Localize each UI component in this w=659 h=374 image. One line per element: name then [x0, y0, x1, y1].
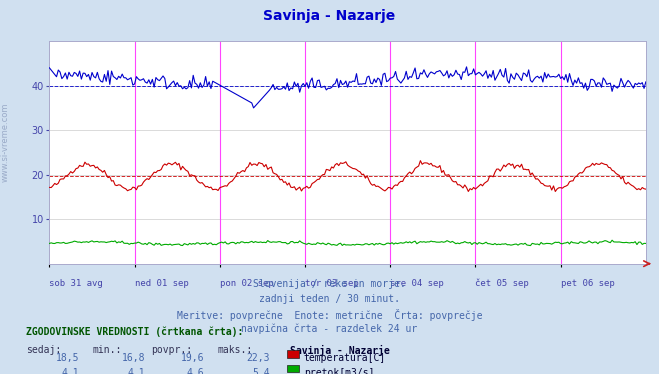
- Text: 4,6: 4,6: [186, 368, 204, 374]
- Text: 18,5: 18,5: [55, 353, 79, 364]
- Text: min.:: min.:: [92, 345, 122, 355]
- Text: 19,6: 19,6: [181, 353, 204, 364]
- Text: navpična črta - razdelek 24 ur: navpična črta - razdelek 24 ur: [241, 324, 418, 334]
- Text: 4,1: 4,1: [127, 368, 145, 374]
- Text: tor 03 sep: tor 03 sep: [305, 279, 358, 288]
- Text: 16,8: 16,8: [121, 353, 145, 364]
- Text: pretok[m3/s]: pretok[m3/s]: [304, 368, 374, 374]
- Text: povpr.:: povpr.:: [152, 345, 192, 355]
- Text: Savinja - Nazarje: Savinja - Nazarje: [264, 9, 395, 23]
- Text: Savinja - Nazarje: Savinja - Nazarje: [290, 345, 390, 356]
- Text: Meritve: povprečne  Enote: metrične  Črta: povprečje: Meritve: povprečne Enote: metrične Črta:…: [177, 309, 482, 321]
- Text: sre 04 sep: sre 04 sep: [390, 279, 444, 288]
- Text: 5,4: 5,4: [252, 368, 270, 374]
- Text: pon 02 sep: pon 02 sep: [220, 279, 273, 288]
- Text: čet 05 sep: čet 05 sep: [475, 279, 529, 288]
- Text: zadnji teden / 30 minut.: zadnji teden / 30 minut.: [259, 294, 400, 304]
- Text: sob 31 avg: sob 31 avg: [49, 279, 103, 288]
- Text: pet 06 sep: pet 06 sep: [561, 279, 614, 288]
- Text: sedaj:: sedaj:: [26, 345, 61, 355]
- Text: maks.:: maks.:: [217, 345, 252, 355]
- Text: ZGODOVINSKE VREDNOSTI (črtkana črta):: ZGODOVINSKE VREDNOSTI (črtkana črta):: [26, 326, 244, 337]
- Text: ned 01 sep: ned 01 sep: [134, 279, 188, 288]
- Text: 22,3: 22,3: [246, 353, 270, 364]
- Text: www.si-vreme.com: www.si-vreme.com: [1, 102, 10, 182]
- Text: Slovenija / reke in morje.: Slovenija / reke in morje.: [253, 279, 406, 289]
- Text: temperatura[C]: temperatura[C]: [304, 353, 386, 364]
- Text: 4,1: 4,1: [61, 368, 79, 374]
